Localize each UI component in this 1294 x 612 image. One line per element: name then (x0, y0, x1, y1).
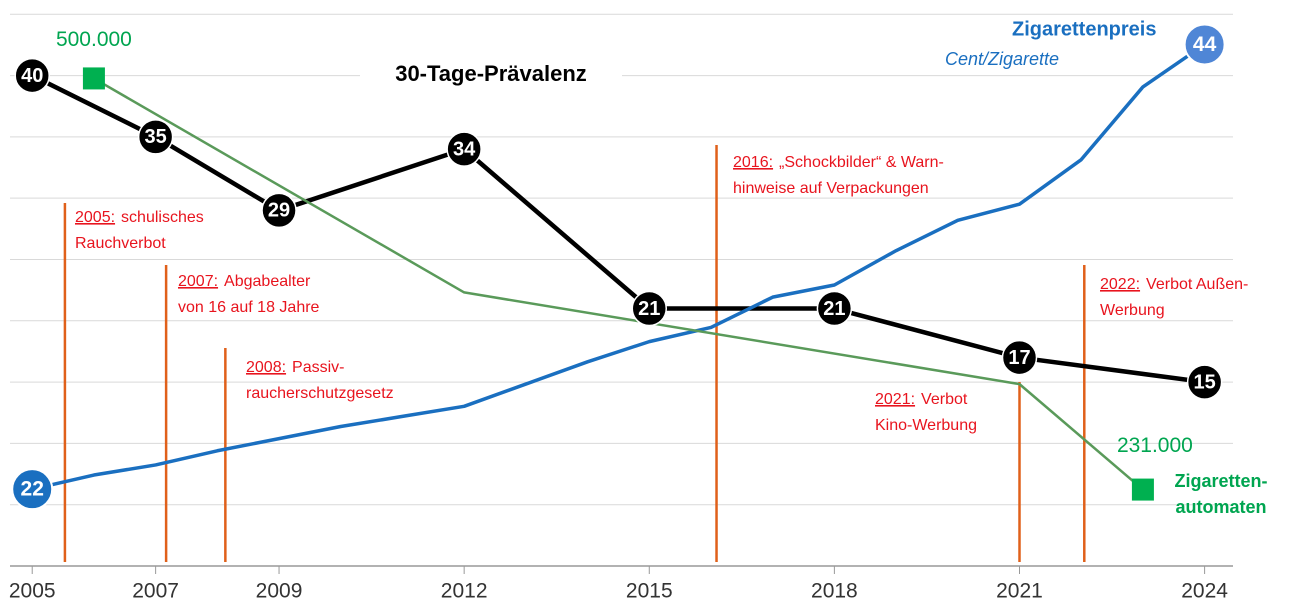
annotation-year: 2016: (733, 154, 773, 171)
marker (137, 119, 174, 155)
value-label: 35 (144, 126, 166, 148)
legend-label: automaten (1175, 497, 1266, 517)
annotation-year: 2005: (75, 209, 115, 226)
marker (446, 131, 482, 167)
annotation-text: Kino-Werbung (875, 417, 977, 434)
annotation-text: Werbung (1100, 302, 1165, 319)
title-bg (360, 58, 622, 92)
value-label: 21 (823, 298, 845, 320)
x-tick-label: 2021 (996, 580, 1043, 603)
marker (1131, 478, 1154, 501)
value-label: 500.000 (56, 28, 132, 51)
x-tick-label: 2012 (441, 580, 488, 603)
annotation-text: 2008: Passiv- (246, 359, 345, 376)
value-label: 34 (453, 138, 476, 160)
annotation-text: Rauchverbot (75, 235, 166, 252)
value-label: 40 (21, 65, 43, 87)
value-label: 15 (1193, 371, 1215, 393)
series-line (93, 77, 1144, 491)
annotation-line-text: Verbot Außen- (1146, 276, 1248, 293)
annotation-line-text: „Schockbilder“ & Warn- (779, 154, 944, 171)
series-line (31, 73, 1205, 385)
x-tick-label: 2024 (1181, 580, 1228, 603)
x-tick-label: 2005 (9, 580, 56, 603)
annotation-text: 2021: Verbot (875, 391, 968, 408)
marker (1001, 339, 1038, 376)
annotation-line-text: Abgabealter (224, 273, 311, 290)
marker (11, 468, 54, 511)
marker (14, 57, 50, 94)
annotation-text: 2016: „Schockbilder“ & Warn- (733, 154, 944, 171)
x-tick-label: 2007 (132, 580, 179, 603)
legend-unit: Cent/Zigarette (945, 49, 1059, 69)
value-label: 21 (638, 298, 660, 320)
annotation-year: 2021: (875, 391, 915, 408)
marker (631, 290, 668, 327)
value-label: 17 (1008, 347, 1030, 369)
annotation-year: 2008: (246, 359, 286, 376)
value-label: 29 (268, 200, 290, 222)
annotation-text: von 16 auf 18 Jahre (178, 299, 320, 316)
annotation-line-text: Verbot (921, 391, 968, 408)
annotation-line-text: schulisches (121, 209, 204, 226)
marker (82, 67, 105, 90)
x-tick-label: 2009 (256, 580, 303, 603)
value-label: 22 (21, 478, 44, 501)
annotation-text: raucherschutzgesetz (246, 385, 394, 402)
series-line (31, 43, 1206, 491)
legend-label: Zigaretten- (1174, 471, 1267, 491)
annotation-year: 2022: (1100, 276, 1140, 293)
annotation-text: 2007: Abgabealter (178, 273, 311, 290)
marker (816, 290, 853, 327)
series-title: 30-Tage-Prävalenz (395, 61, 587, 86)
marker (1186, 364, 1223, 400)
legend-label: Zigarettenpreis (1012, 18, 1156, 40)
marker (261, 192, 297, 229)
value-label: 44 (1193, 33, 1217, 56)
annotation-text: 2022: Verbot Außen- (1100, 276, 1248, 293)
x-tick-label: 2015 (626, 580, 673, 603)
marker (1183, 23, 1226, 66)
value-label: 231.000 (1117, 434, 1193, 457)
annotation-text: hinweise auf Verpackungen (733, 180, 929, 197)
annotation-line-text: Passiv- (292, 359, 344, 376)
annotation-year: 2007: (178, 273, 218, 290)
annotation-text: 2005: schulisches (75, 209, 204, 226)
x-tick-label: 2018 (811, 580, 858, 603)
